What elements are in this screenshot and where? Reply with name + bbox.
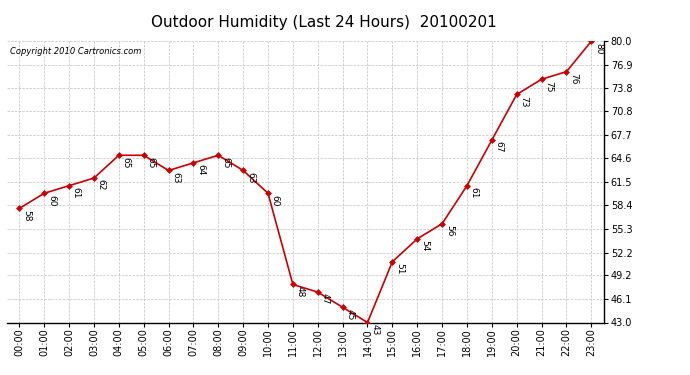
Text: 43: 43 xyxy=(371,324,380,335)
Text: 54: 54 xyxy=(420,240,429,252)
Text: 67: 67 xyxy=(495,141,504,153)
Text: 56: 56 xyxy=(445,225,454,237)
Text: Outdoor Humidity (Last 24 Hours)  20100201: Outdoor Humidity (Last 24 Hours) 2010020… xyxy=(151,15,497,30)
Text: Copyright 2010 Cartronics.com: Copyright 2010 Cartronics.com xyxy=(10,47,141,56)
Text: 75: 75 xyxy=(544,81,553,92)
Text: 58: 58 xyxy=(22,210,31,221)
Text: 64: 64 xyxy=(196,164,205,176)
Text: 47: 47 xyxy=(321,294,330,305)
Text: 73: 73 xyxy=(520,96,529,107)
Text: 61: 61 xyxy=(470,187,479,199)
Text: 48: 48 xyxy=(296,286,305,297)
Text: 60: 60 xyxy=(270,195,280,206)
Text: 63: 63 xyxy=(171,172,180,183)
Text: 65: 65 xyxy=(221,157,230,168)
Text: 80: 80 xyxy=(594,43,603,54)
Text: 61: 61 xyxy=(72,187,81,199)
Text: 65: 65 xyxy=(121,157,130,168)
Text: 51: 51 xyxy=(395,263,404,274)
Text: 60: 60 xyxy=(47,195,56,206)
Text: 65: 65 xyxy=(146,157,155,168)
Text: 45: 45 xyxy=(346,309,355,320)
Text: 76: 76 xyxy=(569,73,578,84)
Text: 62: 62 xyxy=(97,180,106,191)
Text: 63: 63 xyxy=(246,172,255,183)
